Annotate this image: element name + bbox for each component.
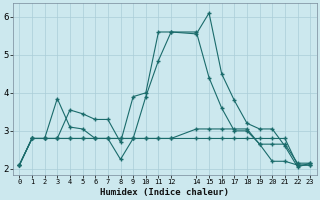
X-axis label: Humidex (Indice chaleur): Humidex (Indice chaleur): [100, 188, 229, 197]
